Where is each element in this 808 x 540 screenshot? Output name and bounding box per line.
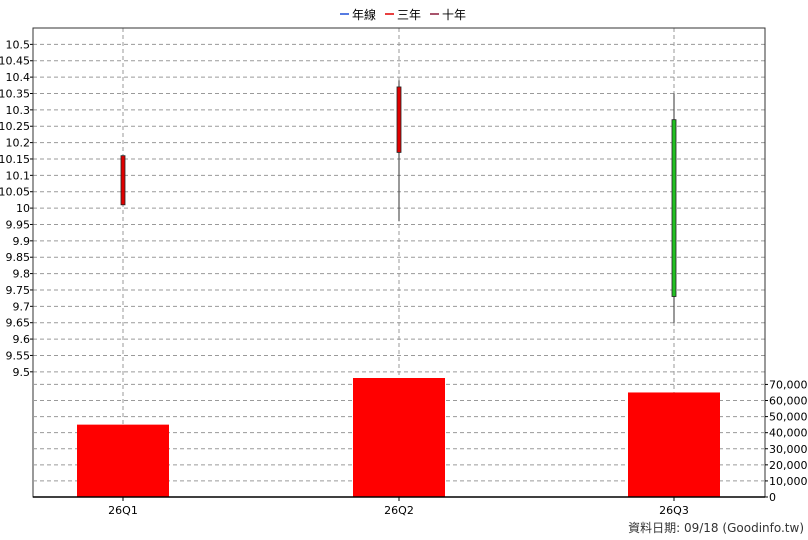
- price-tick-label: 9.7: [13, 300, 31, 313]
- price-tick-label: 10.2: [6, 137, 31, 150]
- price-tick-label: 10: [16, 202, 30, 215]
- candle-body: [120, 155, 126, 206]
- price-tick-label: 10.25: [0, 120, 30, 133]
- price-tick-label: 10.3: [6, 104, 31, 117]
- footer: 資料日期: 09/18 (Goodinfo.tw): [628, 519, 804, 536]
- volume-tick-label: 50,000: [769, 411, 808, 424]
- footer-source: (Goodinfo.tw): [722, 521, 804, 535]
- chart-legend: 年線 三年 十年: [340, 7, 466, 22]
- x-axis: 26Q1 26Q2 26Q3: [33, 496, 765, 517]
- candle-body: [396, 86, 402, 153]
- volume-tick-label: 70,000: [769, 378, 808, 391]
- volume-tick-label: 30,000: [769, 443, 808, 456]
- volume-tick-label: 60,000: [769, 395, 808, 408]
- price-tick-label: 9.95: [6, 218, 31, 231]
- price-panel: 10.5 10.45 10.4 10.35 10.3 10.25 10.2 10.15 10.1…: [0, 27, 766, 498]
- legend-label: 年線: [352, 7, 376, 22]
- candle-body: [671, 119, 677, 297]
- volume-bar: [77, 424, 169, 497]
- volume-panel: 70,000 60,000 50,000 40,000 30,000 20,000 10,0…: [33, 378, 808, 504]
- price-tick-label: 9.85: [6, 251, 31, 264]
- price-tick-label: 10.5: [6, 38, 31, 51]
- price-tick-label: 9.9: [13, 235, 31, 248]
- price-tick-label: 10.45: [0, 55, 30, 68]
- x-tick-label: 26Q2: [384, 504, 414, 517]
- x-tick-label: 26Q3: [659, 504, 689, 517]
- x-tick-label: 26Q1: [108, 504, 138, 517]
- legend-label: 十年: [442, 8, 466, 22]
- volume-tick-label: 40,000: [769, 427, 808, 440]
- price-tick-label: 10.1: [6, 169, 31, 182]
- volume-bar: [353, 378, 445, 497]
- price-tick-label: 10.35: [0, 87, 30, 100]
- price-tick-label: 9.5: [13, 366, 31, 379]
- price-tick-label: 9.65: [6, 317, 31, 330]
- volume-bar: [628, 392, 720, 497]
- volume-tick-label: 10,000: [769, 475, 808, 488]
- footer-date: 資料日期: 09/18: [628, 521, 719, 535]
- price-tick-label: 9.8: [13, 268, 31, 281]
- price-tick-label: 10.15: [0, 153, 30, 166]
- price-tick-label: 10.4: [6, 71, 31, 84]
- price-tick-label: 9.6: [13, 333, 31, 346]
- price-tick-label: 9.55: [6, 349, 31, 362]
- legend-label: 三年: [397, 8, 421, 22]
- volume-tick-label: 0: [769, 491, 776, 504]
- volume-tick-label: 20,000: [769, 459, 808, 472]
- price-tick-label: 10.05: [0, 186, 30, 199]
- price-tick-label: 9.75: [6, 284, 31, 297]
